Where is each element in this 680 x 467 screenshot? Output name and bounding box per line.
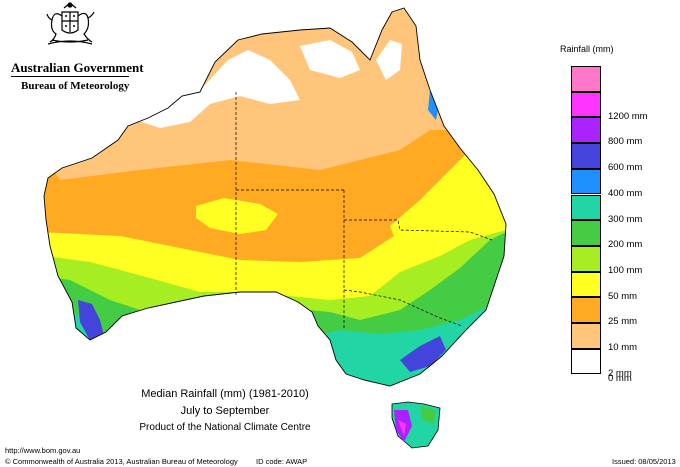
map-period: July to September — [180, 405, 270, 417]
legend-label: 200 mm — [608, 239, 643, 251]
legend-swatch — [571, 194, 601, 221]
divider — [11, 76, 129, 77]
legend-swatch — [571, 117, 601, 144]
legend-swatch — [571, 168, 601, 195]
legend-label: 10 mm — [608, 342, 638, 353]
id-code: ID code: AWAP — [256, 457, 308, 466]
legend-label: 300 mm — [608, 213, 643, 225]
copyright-text: © Commonwealth of Australia 2013, Austra… — [5, 457, 238, 466]
legend-swatch — [571, 220, 601, 246]
legend-label: 600 mm — [608, 162, 643, 174]
legend-label: 400 mm — [608, 187, 643, 199]
legend-swatch — [571, 323, 601, 349]
legend-swatch — [571, 66, 601, 92]
coat-of-arms-icon — [46, 2, 95, 45]
legend-label: 25 mm — [608, 316, 638, 328]
legend-label: 800 mm — [608, 136, 643, 148]
legend-label: 2 mm — [608, 367, 632, 379]
legend-swatch — [571, 143, 601, 169]
map-product: Product of the National Climate Centre — [139, 422, 311, 433]
legend-swatch — [571, 297, 601, 323]
bom-url[interactable]: http://www.bom.gov.au — [5, 446, 81, 455]
legend-swatch — [571, 91, 601, 118]
legend-bottom-label: 0 mm — [608, 373, 632, 384]
legend-title: Rainfall (mm) — [560, 44, 614, 54]
bureau-name: Bureau of Meteorology — [21, 80, 130, 92]
legend-label: 100 mm — [608, 264, 643, 276]
legend-label: 50 mm — [608, 290, 638, 302]
legend-label: 1200 mm — [608, 110, 648, 122]
legend-swatch — [571, 348, 601, 375]
legend-swatch — [571, 271, 601, 298]
map-title: Median Rainfall (mm) (1981-2010) — [141, 388, 309, 400]
government-name: Australian Government — [11, 60, 144, 75]
issued-date: Issued: 08/05/2013 — [612, 457, 676, 466]
legend-swatch — [571, 245, 601, 272]
